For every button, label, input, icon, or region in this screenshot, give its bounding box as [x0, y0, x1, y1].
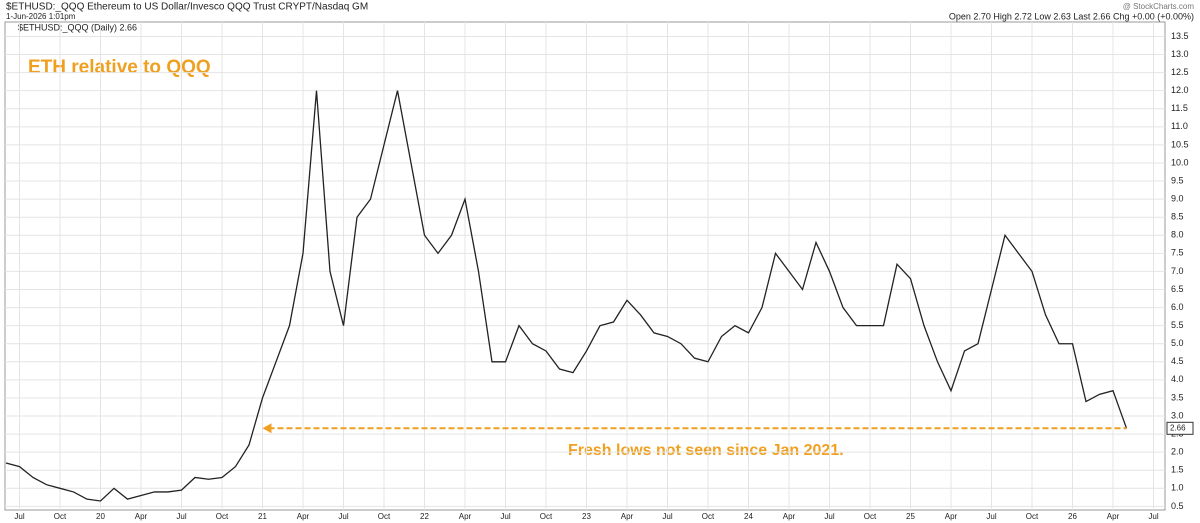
y-tick-label: 5.0 — [1171, 338, 1184, 348]
y-tick-label: 6.5 — [1171, 284, 1184, 294]
y-tick-label: 8.0 — [1171, 230, 1184, 240]
chart-date: 1-Jun-2026 1:01pm — [6, 12, 76, 21]
last-value-box — [1166, 421, 1194, 435]
y-tick-label: 11.0 — [1171, 121, 1188, 131]
y-tick-label: 6.0 — [1171, 302, 1184, 312]
annotation: ETH relative to QQQ — [28, 57, 211, 78]
x-tick-label: Oct — [864, 512, 877, 521]
legend-entry: $ETHUSD:_QQQ (Daily) 2.66 — [18, 22, 137, 32]
y-tick-label: 10.5 — [1171, 139, 1189, 149]
y-tick-label: 1.0 — [1171, 483, 1184, 493]
y-tick-label: 9.0 — [1171, 194, 1184, 204]
x-tick-label: Oct — [702, 512, 715, 521]
y-tick-label: 0.5 — [1171, 501, 1184, 511]
quote: Open 2.70 High 2.72 Low 2.63 Last 2.66 C… — [949, 11, 1194, 21]
x-tick-label: Jul — [338, 512, 348, 521]
x-tick-label: Jul — [14, 512, 24, 521]
chart-title: $ETHUSD:_QQQ Ethereum to US Dollar/Inves… — [6, 2, 368, 13]
y-tick-label: 3.0 — [1171, 410, 1184, 420]
y-tick-label: 7.5 — [1171, 248, 1184, 258]
y-tick-label: 12.0 — [1171, 85, 1189, 95]
y-tick-label: 8.5 — [1171, 212, 1184, 222]
x-tick-label: Jul — [824, 512, 834, 521]
x-tick-label: Oct — [1026, 512, 1039, 521]
y-tick-label: 5.5 — [1171, 320, 1184, 330]
plot-frame — [4, 21, 1166, 511]
y-tick-label: 3.5 — [1171, 392, 1184, 402]
x-tick-label: Apr — [783, 512, 796, 521]
y-tick-label: 9.5 — [1171, 175, 1184, 185]
x-tick-label: 26 — [1068, 512, 1077, 521]
y-tick-label: 10.0 — [1171, 157, 1189, 167]
x-tick-label: Jul — [1148, 512, 1158, 521]
x-tick-label: Oct — [216, 512, 229, 521]
y-tick-label: 4.5 — [1171, 356, 1184, 366]
x-tick-label: Apr — [621, 512, 634, 521]
x-tick-label: Oct — [378, 512, 391, 521]
annotation: Fresh lows not seen since Jan 2021. — [568, 442, 844, 459]
source: @ StockCharts.com — [1123, 2, 1195, 11]
x-tick-label: Oct — [54, 512, 67, 521]
y-tick-label: 1.5 — [1171, 465, 1184, 475]
x-tick-label: Apr — [459, 512, 472, 521]
y-tick-label: 13.0 — [1171, 49, 1189, 59]
price-line — [5, 90, 1128, 502]
y-tick-label: 11.5 — [1171, 103, 1188, 113]
last-value-label: 2.66 — [1170, 423, 1186, 432]
x-tick-label: Jul — [986, 512, 996, 521]
x-tick-label: Jul — [176, 512, 186, 521]
y-tick-label: 12.5 — [1171, 67, 1189, 77]
y-tick-label: 4.0 — [1171, 374, 1184, 384]
y-tick-label: 2.0 — [1171, 447, 1184, 457]
x-tick-label: Apr — [297, 512, 310, 521]
arrow-head — [262, 423, 272, 434]
x-tick-label: Jul — [662, 512, 672, 521]
x-tick-label: 24 — [744, 512, 753, 521]
x-tick-label: Oct — [540, 512, 553, 521]
y-tick-label: 7.0 — [1171, 266, 1184, 276]
x-tick-label: 23 — [582, 512, 591, 521]
x-tick-label: 25 — [906, 512, 915, 521]
x-tick-label: Apr — [1107, 512, 1120, 521]
x-tick-label: 22 — [420, 512, 429, 521]
x-tick-label: 21 — [258, 512, 267, 521]
x-tick-label: Apr — [135, 512, 148, 521]
y-tick-label: 13.5 — [1171, 31, 1189, 41]
x-tick-label: 20 — [96, 512, 105, 521]
x-tick-label: Apr — [945, 512, 958, 521]
x-tick-label: Jul — [500, 512, 510, 521]
